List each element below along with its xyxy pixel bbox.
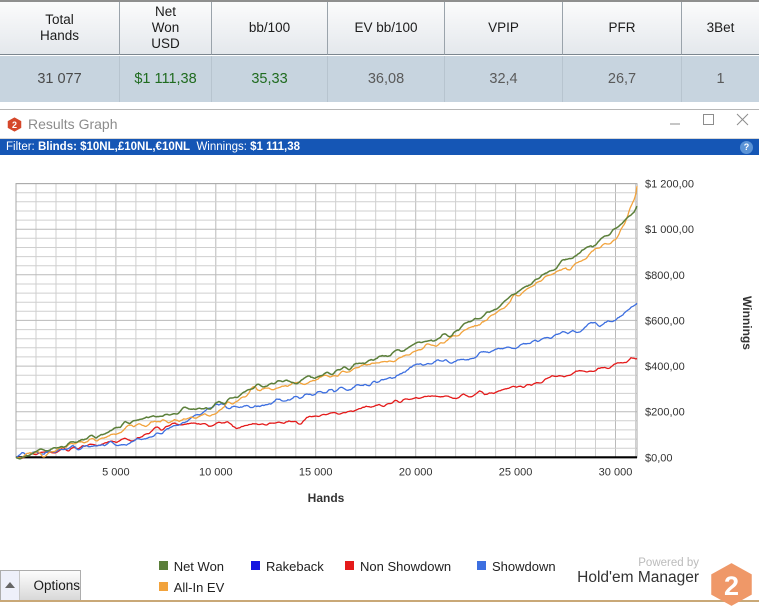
svg-text:25 000: 25 000 — [499, 466, 533, 478]
svg-text:10 000: 10 000 — [199, 466, 233, 478]
svg-text:2: 2 — [12, 120, 17, 130]
svg-text:$800,00: $800,00 — [645, 270, 685, 282]
svg-text:20 000: 20 000 — [399, 466, 433, 478]
svg-text:$200,00: $200,00 — [645, 407, 685, 419]
svg-text:30 000: 30 000 — [599, 466, 633, 478]
svg-text:Hands: Hands — [308, 491, 345, 505]
svg-text:$0,00: $0,00 — [645, 452, 673, 464]
svg-text:15 000: 15 000 — [299, 466, 333, 478]
svg-text:$1 000,00: $1 000,00 — [645, 224, 694, 236]
svg-text:$600,00: $600,00 — [645, 315, 685, 327]
svg-text:$1 200,00: $1 200,00 — [645, 179, 694, 191]
svg-text:Winnings: Winnings — [740, 296, 754, 350]
svg-text:5 000: 5 000 — [102, 466, 130, 478]
svg-text:2: 2 — [724, 571, 739, 601]
svg-text:$400,00: $400,00 — [645, 361, 685, 373]
